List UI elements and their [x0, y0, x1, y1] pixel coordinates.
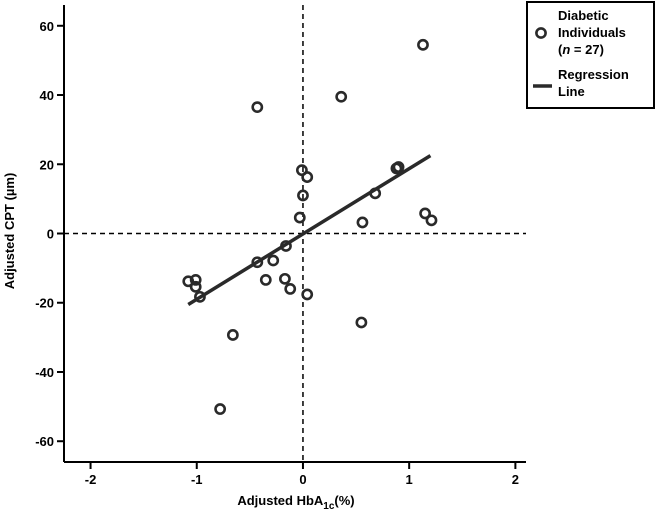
data-point: [301, 171, 314, 183]
data-point: [189, 280, 202, 293]
y-tick-label: 20: [40, 157, 54, 172]
x-axis-label-unit: (%): [334, 493, 354, 508]
legend-entry-regression-line1: Regression: [558, 67, 629, 82]
data-point: [194, 290, 206, 303]
regression-line: [187, 154, 432, 306]
data-point: [301, 288, 314, 301]
data-point: [251, 101, 264, 114]
y-tick-label: -60: [35, 434, 54, 449]
data-point: [293, 211, 306, 224]
x-tick-label: 1: [406, 472, 413, 487]
legend-entry-diabetic-line3: (n = 27): [558, 42, 604, 57]
x-tick-label: 0: [299, 472, 306, 487]
y-tick-label: 0: [47, 227, 54, 242]
legend-n-value: = 27): [570, 42, 604, 57]
data-point: [226, 329, 239, 341]
legend-entry-diabetic-line1: Diabetic: [558, 8, 609, 23]
legend-box: [526, 1, 655, 109]
x-tick-label: -1: [191, 472, 203, 487]
y-tick-label: 40: [40, 88, 54, 103]
data-point: [259, 273, 272, 286]
data-point: [392, 161, 405, 173]
legend: Diabetic Individuals (n = 27) Regression…: [526, 1, 655, 109]
y-tick-label: -40: [35, 365, 54, 380]
data-point: [417, 38, 429, 51]
data-point: [356, 216, 369, 229]
legend-open-paren: (: [558, 42, 563, 57]
data-point: [419, 207, 432, 220]
x-axis-label: Adjusted HbA1c(%): [237, 493, 354, 512]
legend-n-symbol: n: [562, 42, 570, 57]
data-point: [182, 275, 195, 288]
x-axis-label-main: Adjusted HbA: [237, 493, 324, 508]
legend-entry-regression-line2: Line: [558, 84, 585, 99]
y-tick-label: 60: [40, 19, 54, 34]
data-point: [284, 282, 297, 295]
data-point: [297, 189, 309, 202]
data-point: [425, 214, 438, 227]
legend-entry-diabetic-line2: Individuals: [558, 25, 626, 40]
data-point: [335, 90, 348, 103]
data-point: [251, 256, 264, 269]
plot-area: 60 40 20 0 -20 -40 -60 -2 -1 0 1 2: [35, 5, 526, 487]
y-axis-label: Adjusted CPT (µm): [2, 173, 17, 290]
y-tick-label: -20: [35, 296, 54, 311]
data-point: [279, 272, 291, 285]
x-axis-label-subscript: 1c: [323, 501, 335, 512]
data-point: [214, 403, 227, 415]
x-tick-label: -2: [85, 472, 97, 487]
legend-marker-circle: [535, 27, 547, 39]
x-tick-label: 2: [512, 472, 519, 487]
data-point: [267, 254, 280, 267]
data-point: [189, 273, 202, 286]
data-point: [355, 316, 368, 329]
